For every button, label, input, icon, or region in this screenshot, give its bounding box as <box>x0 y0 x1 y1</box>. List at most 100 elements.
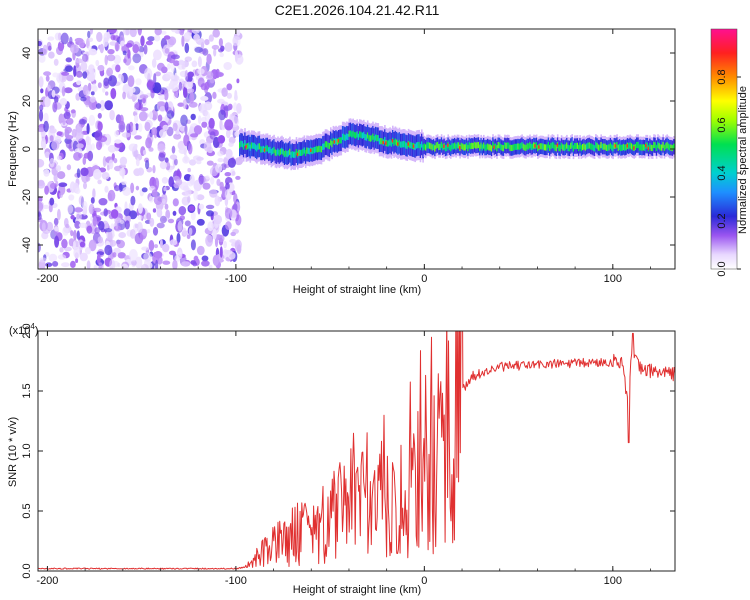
heatmap-ridge-core <box>370 135 373 142</box>
heatmap-ridge-core <box>381 138 383 145</box>
heatmap-noise-cell <box>152 208 157 213</box>
heatmap-noise-cell <box>93 168 102 180</box>
heatmap-ridge-core <box>505 142 507 149</box>
heatmap-noise-cell <box>65 57 73 63</box>
heatmap-noise-cell <box>115 64 121 73</box>
heatmap-noise-cell <box>124 220 130 230</box>
heatmap-noise-cell <box>184 220 191 227</box>
heatmap-noise-cell <box>178 81 183 91</box>
heatmap-ridge-core <box>274 149 277 156</box>
heatmap-noise-cell <box>182 99 188 110</box>
heatmap-noise-cell <box>156 208 163 218</box>
heatmap-ridge-core <box>471 142 473 149</box>
heatmap-ridge-core <box>570 142 572 149</box>
heatmap-ridge-core <box>591 143 593 150</box>
heatmap-noise-cell <box>234 89 238 99</box>
heatmap-noise-cell <box>163 186 167 192</box>
heatmap-noise-cell <box>140 263 149 269</box>
heatmap-ridge-core <box>266 145 269 152</box>
heatmap-ridge-core <box>480 142 482 149</box>
heatmap-noise-cell <box>40 88 44 94</box>
x-tick-label: -100 <box>225 575 247 587</box>
heatmap-ridge-core <box>348 130 351 137</box>
heatmap-ridge-core <box>625 144 628 151</box>
heatmap-noise-cell <box>193 189 198 201</box>
heatmap-noise-cell <box>203 141 212 152</box>
heatmap-noise-cell <box>190 260 196 265</box>
heatmap-noise-cell <box>62 226 69 236</box>
heatmap-noise-cell <box>176 232 181 244</box>
heatmap-noise-cell <box>152 165 156 174</box>
heatmap-ridge-core <box>564 144 567 151</box>
heatmap-ridge-core <box>318 145 320 152</box>
heatmap-noise-cell <box>122 50 127 56</box>
colorbar-frame <box>710 28 738 270</box>
heatmap-ridge-core <box>403 141 406 148</box>
heatmap-noise-cell <box>113 158 118 164</box>
heatmap-ridge-core <box>417 142 419 149</box>
heatmap-ridge-core <box>314 147 316 154</box>
heatmap-noise-cell <box>74 37 84 43</box>
heatmap-ridge-core <box>376 135 378 142</box>
heatmap-noise-cell <box>114 130 119 138</box>
heatmap-ridge-core <box>253 142 256 149</box>
heatmap-noise-cell <box>154 177 160 190</box>
heatmap-ridge-core <box>584 144 587 151</box>
heatmap-noise-cell <box>134 143 138 148</box>
heatmap-noise-cell <box>132 96 136 102</box>
heatmap-noise-cell <box>52 101 58 113</box>
heatmap-noise-cell <box>47 36 55 41</box>
heatmap-ridge-core <box>257 143 259 150</box>
heatmap-noise-cell <box>236 29 241 36</box>
heatmap-noise-cell <box>197 56 202 68</box>
heatmap-noise-cell <box>132 44 139 54</box>
heatmap-ridge-core <box>308 148 311 155</box>
heatmap-ridge-core <box>673 143 675 150</box>
heatmap-noise-cell <box>206 71 214 79</box>
heatmap-noise-cell <box>123 58 127 64</box>
y-tick-label: 1.5 <box>21 383 33 398</box>
heatmap-noise-cell <box>236 78 240 84</box>
heatmap-noise-cell <box>221 87 228 97</box>
heatmap-noise-cell <box>93 264 98 269</box>
heatmap-noise-cell <box>89 67 95 80</box>
heatmap-noise-cell <box>166 126 174 137</box>
heatmap-noise-cell <box>151 127 158 136</box>
heatmap-noise-cell <box>75 211 82 222</box>
heatmap-noise-cell <box>39 257 47 263</box>
heatmap-noise-cell <box>207 221 214 232</box>
x-tick-label: -200 <box>36 273 58 285</box>
heatmap-ridge-core <box>463 144 465 151</box>
heatmap-noise-cell <box>106 31 111 40</box>
heatmap-noise-cell <box>162 124 169 131</box>
y-tick-label: 0 <box>21 146 33 152</box>
heatmap-ridge-core <box>299 149 302 156</box>
heatmap-noise-cell <box>223 240 228 249</box>
heatmap-noise-cell <box>171 83 179 92</box>
heatmap-noise-cell <box>152 226 159 236</box>
heatmap-noise-cell <box>76 123 82 136</box>
heatmap-noise-cell <box>139 233 144 241</box>
heatmap-noise-cell <box>145 159 150 170</box>
heatmap-noise-cell <box>106 54 116 62</box>
heatmap-ridge-core <box>336 138 339 146</box>
heatmap-noise-cell <box>191 60 198 68</box>
heatmap-ridge-core <box>640 144 642 151</box>
heatmap-noise-cell <box>212 254 219 266</box>
heatmap-noise-cell <box>95 59 100 67</box>
heatmap-ridge-core <box>260 146 262 153</box>
heatmap-noise-cell <box>153 34 161 42</box>
heatmap-ridge-core <box>364 133 366 141</box>
heatmap-noise-cell <box>72 241 76 250</box>
heatmap-noise-cell <box>148 147 154 152</box>
heatmap-ridge-core <box>456 142 459 149</box>
heatmap-noise-cell <box>82 156 87 165</box>
heatmap-noise-cell <box>96 140 102 151</box>
heatmap-ridge-core <box>250 142 253 149</box>
heatmap-noise-cell <box>134 135 142 140</box>
heatmap-noise-cell <box>107 189 116 202</box>
heatmap-noise-cell <box>214 236 219 248</box>
heatmap-noise-cell <box>224 188 232 201</box>
heatmap-ridge-core <box>315 145 318 152</box>
